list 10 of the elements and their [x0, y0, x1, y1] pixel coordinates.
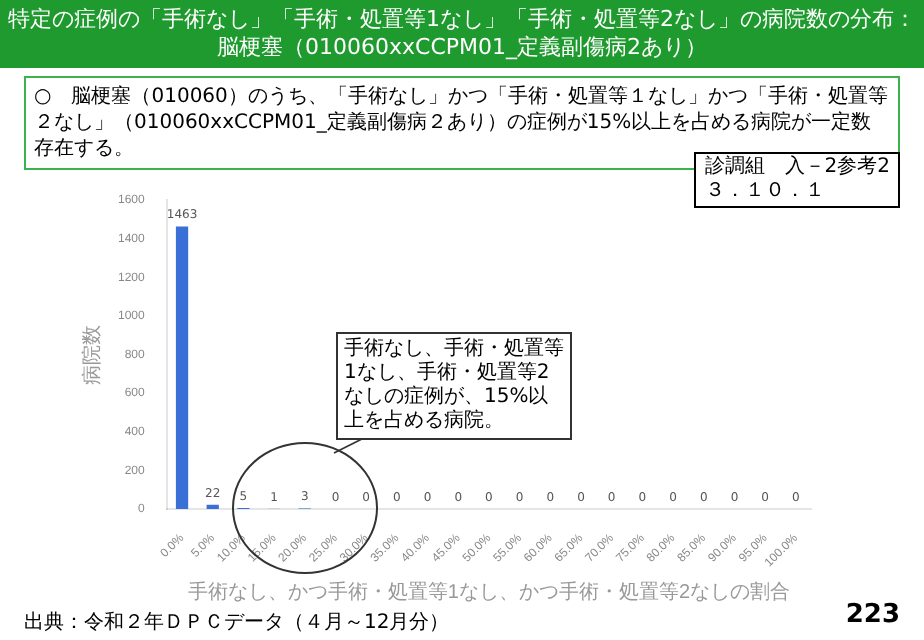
annotation: 手術なし、手術・処置等1なし、手術・処置等2なしの症例が、15%以上を占める病院。 — [336, 332, 572, 440]
chart-subtitle: 脳梗塞（010060xxCCPM01_定義副傷病2あり） — [215, 34, 709, 62]
bar — [175, 226, 189, 510]
x-axis-title: 手術なし、かつ手術・処置等1なし、かつ手術・処置等2なしの割合 — [187, 579, 791, 604]
y-axis-title: 病院数 — [79, 324, 104, 385]
source-note: 出典：令和２年ＤＰＣデータ（４月～12月分） — [24, 609, 450, 636]
annotation: 診調組 入－2参考2 ３．１０．１ — [694, 152, 900, 208]
bar — [206, 504, 219, 510]
text: 223 — [845, 600, 900, 630]
chart-title: 特定の症例の「手術なし」「手術・処置等1なし」「手術・処置等2なし」の病院数の分布： — [6, 6, 918, 34]
